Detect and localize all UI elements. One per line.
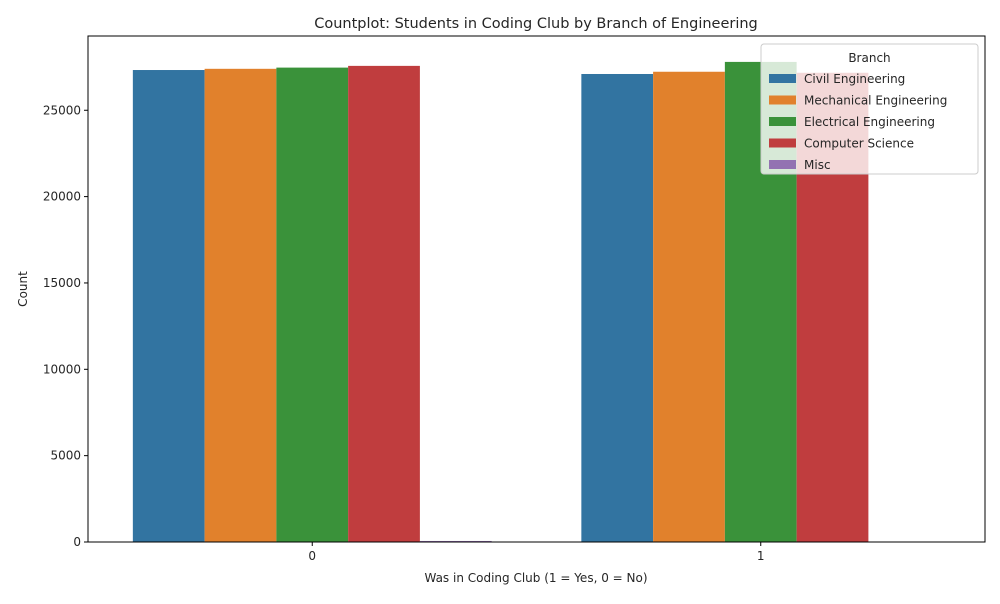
- legend-label: Computer Science: [804, 137, 914, 151]
- y-axis-label: Count: [16, 271, 30, 307]
- x-tick-label: 0: [308, 549, 316, 563]
- x-tick-label: 1: [757, 549, 765, 563]
- bars-group: [132, 61, 869, 543]
- y-axis: 0 5000 10000 15000 20000 25000: [43, 103, 88, 549]
- legend-title: Branch: [848, 51, 890, 65]
- y-tick-label: 15000: [43, 276, 81, 290]
- bar-mechanical-engineering-0: [204, 68, 277, 542]
- plot-frame: [87, 35, 986, 543]
- y-tick-label: 20000: [43, 190, 81, 204]
- legend-label: Mechanical Engineering: [804, 94, 947, 108]
- y-tick-label: 5000: [50, 449, 81, 463]
- bar-computer-science-0: [348, 65, 420, 542]
- bar-civil-engineering-1: [581, 73, 654, 543]
- bar-misc-0: [419, 540, 492, 542]
- chart-title: Countplot: Students in Coding Club by Br…: [314, 16, 758, 32]
- legend-box: [760, 43, 979, 175]
- legend-swatch: [769, 74, 796, 83]
- y-tick-label: 0: [73, 535, 81, 549]
- bar-civil-engineering-0: [132, 70, 205, 542]
- y-tick-label: 25000: [43, 103, 81, 117]
- y-tick-label: 10000: [43, 362, 81, 376]
- legend: Branch Civil Engineering Mechanical Engine…: [760, 43, 979, 175]
- bar-electrical-engineering-0: [276, 67, 349, 542]
- bar-mechanical-engineering-1: [653, 71, 725, 543]
- legend-label: Civil Engineering: [804, 72, 905, 86]
- legend-swatch: [769, 117, 796, 126]
- legend-swatch: [769, 95, 796, 105]
- legend-swatch: [769, 160, 796, 169]
- x-axis-label: Was in Coding Club (1 = Yes, 0 = No): [424, 571, 647, 585]
- legend-label: Electrical Engineering: [804, 115, 935, 129]
- legend-swatch: [769, 138, 796, 148]
- legend-label: Misc: [804, 158, 831, 172]
